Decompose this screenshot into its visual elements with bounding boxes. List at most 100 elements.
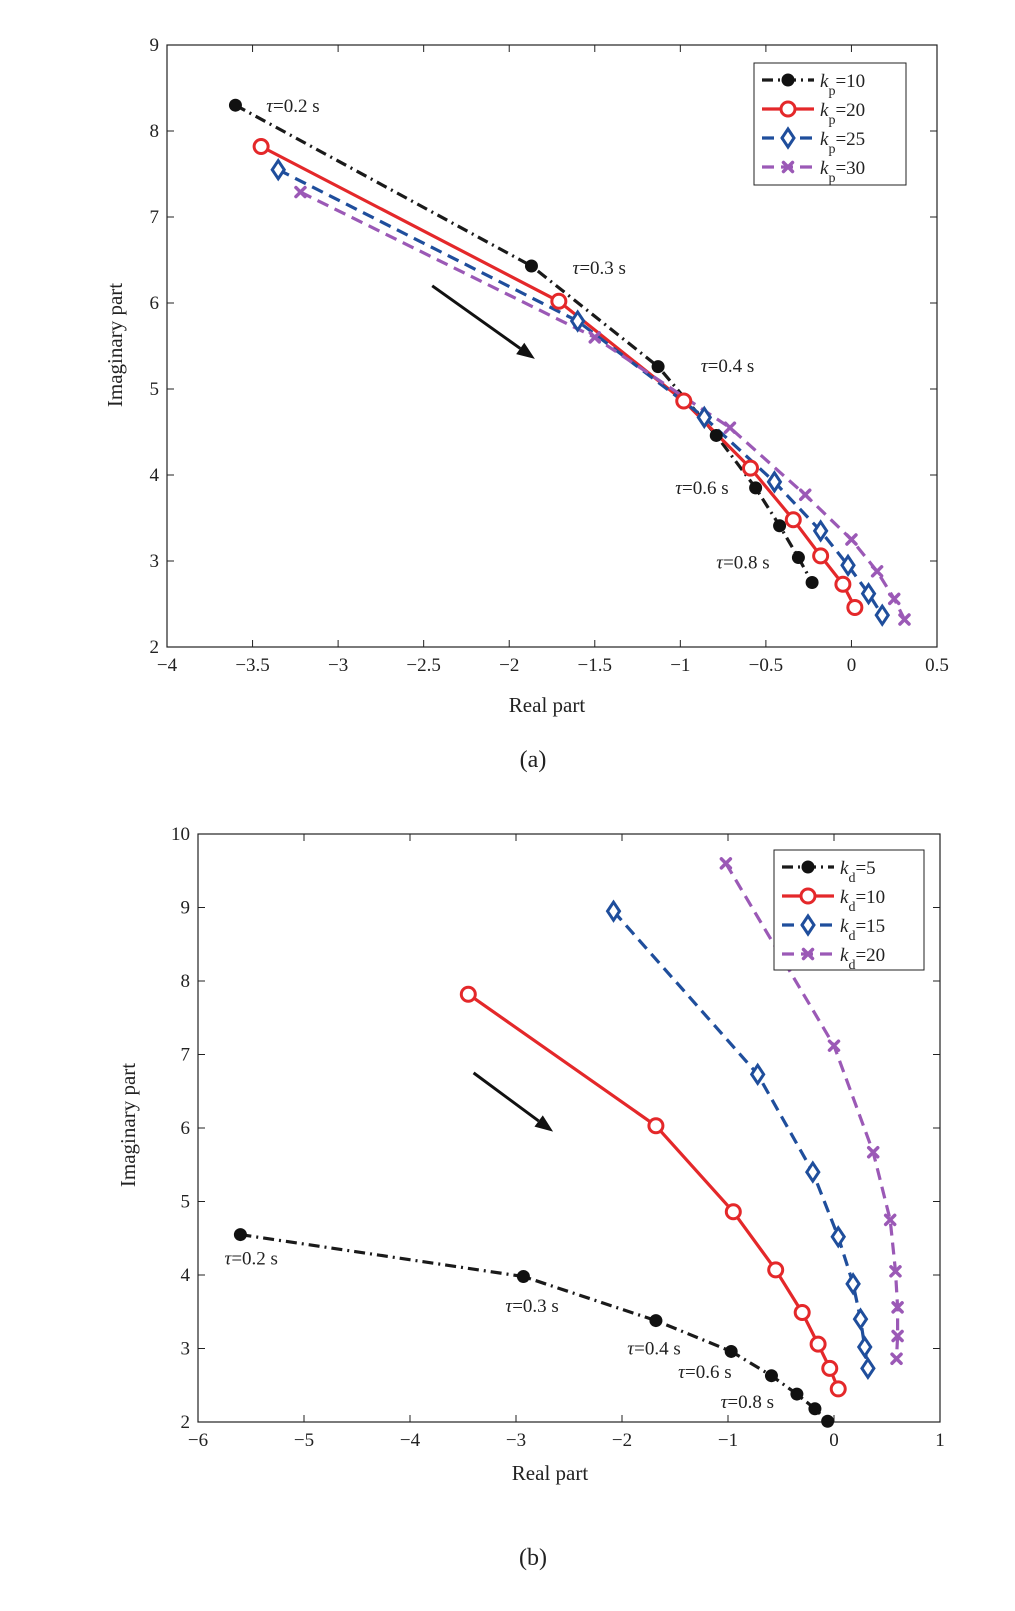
chart-a-tau-annotation: τ=0.4 s bbox=[701, 356, 754, 377]
chart-a-legend-0-marker bbox=[781, 73, 795, 87]
chart-b-series-2-point bbox=[845, 1272, 861, 1296]
chart-b-series-0-point bbox=[808, 1402, 822, 1416]
chart-b-xtick-label: −1 bbox=[718, 1430, 738, 1451]
chart-b-ylabel: Imaginary part bbox=[116, 1063, 140, 1187]
chart-a-series-2-point bbox=[569, 309, 586, 333]
chart-b-series-3-line bbox=[724, 862, 900, 1359]
chart-b-ytick-label: 7 bbox=[181, 1045, 191, 1066]
chart-a-series-0-point bbox=[773, 519, 787, 533]
chart-b-legend-2-label: kd=15 bbox=[840, 916, 885, 944]
chart-b-legend bbox=[773, 849, 925, 971]
chart-b-series-3-point bbox=[883, 1213, 897, 1227]
chart-a-ytick-label: 6 bbox=[150, 293, 160, 314]
chart-a-xtick-label: −3.5 bbox=[235, 655, 269, 676]
chart-a-legend-1-label: kp=20 bbox=[820, 100, 865, 128]
chart-b-xtick-label: −6 bbox=[188, 1430, 208, 1451]
chart-b-legend-3-marker bbox=[801, 947, 815, 961]
chart-b-tau-annotation: τ=0.2 s bbox=[225, 1249, 278, 1270]
chart-a-series-2-point bbox=[874, 603, 891, 627]
chart-a-xtick-label: −0.5 bbox=[749, 655, 783, 676]
chart-b-xtick-label: 1 bbox=[935, 1430, 945, 1451]
chart-a-xtick-label: 0 bbox=[847, 655, 857, 676]
chart-a-xtick-label: −1 bbox=[670, 655, 690, 676]
chart-b-direction-arrow-shaft bbox=[472, 1071, 540, 1123]
chart-a-series-3-point bbox=[845, 533, 858, 546]
chart-b-series-1-point bbox=[459, 985, 477, 1003]
chart-a-xtick-label: −2 bbox=[499, 655, 519, 676]
chart-b-legend-0-label: kd=5 bbox=[840, 858, 876, 886]
chart-b-series-1-point bbox=[829, 1380, 847, 1398]
chart-a-xlabel: Real part bbox=[509, 693, 586, 717]
chart-b-ytick-label: 2 bbox=[181, 1412, 191, 1433]
chart-a-series-0-point bbox=[709, 428, 723, 442]
chart-a-series-1-point bbox=[784, 511, 802, 529]
chart-a-tau-annotation: τ=0.8 s bbox=[716, 553, 769, 574]
chart-b-ytick-label: 5 bbox=[181, 1192, 191, 1213]
chart-b-tau-annotation: τ=0.3 s bbox=[505, 1296, 558, 1317]
chart-a-axes-box bbox=[166, 44, 938, 648]
chart-a-series-0-point bbox=[749, 481, 763, 495]
chart-b-tau-annotation: τ=0.8 s bbox=[721, 1392, 774, 1413]
chart-a-legend-2-label: kp=25 bbox=[820, 129, 865, 157]
chart-a-series-0-point bbox=[651, 360, 665, 374]
chart-a-ylabel: Imaginary part bbox=[103, 283, 127, 407]
chart-b-series-0-point bbox=[649, 1314, 663, 1328]
chart-a-legend-0-label: kp=10 bbox=[820, 71, 865, 99]
chart-b-series-1-point bbox=[793, 1303, 811, 1321]
chart-b-xlabel: Real part bbox=[512, 1461, 589, 1485]
chart-a-series-2-point bbox=[766, 470, 783, 494]
chart-b-series-3-point bbox=[719, 857, 733, 870]
chart-a-series-3-point bbox=[588, 331, 602, 344]
chart-a-series-2-point bbox=[696, 405, 713, 430]
chart-b-series-3-point bbox=[891, 1301, 904, 1314]
chart-b-series-2-point bbox=[830, 1225, 847, 1249]
chart-a-legend bbox=[753, 62, 907, 186]
chart-b-series-1-point bbox=[809, 1335, 827, 1353]
chart-a-ytick-label: 7 bbox=[150, 207, 160, 228]
chart-b: Real part Imaginary part (b) −6 −5 −4 −3 −2 −… bbox=[116, 824, 945, 1571]
chart-a-tau-annotation: τ=0.2 s bbox=[266, 96, 319, 117]
chart-a-series-2-point bbox=[270, 157, 287, 182]
chart-a-series-2-point bbox=[860, 581, 877, 606]
chart-a-series-1-point bbox=[252, 137, 270, 155]
chart-a-ytick-label: 2 bbox=[150, 637, 160, 658]
chart-a-series-1-line bbox=[260, 145, 857, 609]
chart-a-series-1-point bbox=[675, 392, 693, 410]
chart-b-legend-2-marker bbox=[800, 913, 816, 937]
chart-b-xtick-label: −2 bbox=[612, 1430, 632, 1451]
chart-a-tau-annotation: τ=0.3 s bbox=[573, 258, 626, 279]
chart-b-ytick-label: 6 bbox=[181, 1118, 191, 1139]
chart-a-series-0-point bbox=[805, 576, 819, 589]
chart-a-legend-3-marker bbox=[781, 160, 795, 174]
chart-b-series-0-point bbox=[821, 1414, 835, 1428]
chart-b-ytick-label: 10 bbox=[171, 824, 190, 845]
chart-b-series-1-point bbox=[647, 1117, 665, 1135]
chart-b-series-1-line bbox=[467, 992, 840, 1390]
chart-b-xtick-label: 0 bbox=[829, 1430, 839, 1451]
chart-b-xtick-label: −5 bbox=[294, 1430, 314, 1451]
chart-a-ytick-label: 3 bbox=[150, 551, 160, 572]
chart-a-legend-3-label: kp=30 bbox=[820, 158, 865, 186]
chart-a-series-1-point bbox=[846, 598, 864, 616]
chart-a-legend-2-marker bbox=[780, 126, 796, 150]
chart-b-legend-0-marker bbox=[801, 860, 815, 874]
chart-a-xtick-label: −1.5 bbox=[578, 655, 612, 676]
chart-a-series-3-point bbox=[898, 613, 911, 626]
chart-a-ytick-label: 4 bbox=[150, 465, 160, 486]
chart-a-series-2-point bbox=[840, 553, 856, 578]
chart-b-legend-1-marker bbox=[799, 887, 817, 905]
chart-a-series-3-point bbox=[798, 488, 812, 502]
chart-a-direction-arrow-shaft bbox=[431, 284, 522, 350]
chart-b-series-2-point bbox=[749, 1062, 766, 1087]
chart-b-ytick-label: 8 bbox=[181, 971, 191, 992]
chart-a-panel-label: (a) bbox=[520, 747, 547, 773]
chart-b-series-0-point bbox=[724, 1344, 738, 1358]
chart-b-xtick-label: −3 bbox=[506, 1430, 526, 1451]
chart-b-series-0-point bbox=[790, 1387, 804, 1401]
chart-b-series-2-point bbox=[860, 1356, 876, 1381]
chart-a-series-3-point bbox=[723, 421, 737, 434]
chart-a-series-1-point bbox=[834, 575, 852, 593]
chart-b-tau-annotation: τ=0.4 s bbox=[627, 1338, 680, 1359]
chart-b-series-1-point bbox=[767, 1261, 785, 1279]
